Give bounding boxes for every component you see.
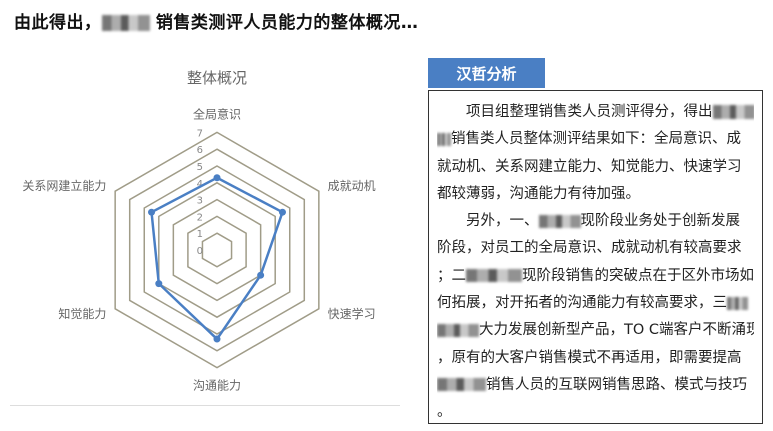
grid-ring xyxy=(114,131,320,369)
tick-label: 2 xyxy=(197,212,203,223)
data-point xyxy=(148,208,156,216)
tick-label: 6 xyxy=(197,145,203,156)
redacted-text xyxy=(727,296,748,310)
grid-ring xyxy=(172,198,262,302)
redacted-text xyxy=(538,214,581,228)
text-segment: 都较薄弱，沟通能力有待加强。 xyxy=(437,185,640,202)
axis-label: 关系网建立能力 xyxy=(22,178,106,193)
data-point xyxy=(213,174,221,182)
text-segment: 销售人员的互联网销售思路、模式与技巧 xyxy=(486,376,747,393)
text-segment: ；二 xyxy=(437,267,466,284)
redacted-text xyxy=(712,105,754,119)
axis-label: 知觉能力 xyxy=(58,307,106,321)
text-segment: 大力发展创新型产品，TO C端客户不断涌现 xyxy=(479,322,754,339)
analysis-tab: 汉哲分析 xyxy=(428,58,545,88)
text-line: 销售人员的互联网销售思路、模式与技巧 xyxy=(437,372,754,399)
chart-title: 整体概况 xyxy=(187,69,247,87)
tick-label: 0 xyxy=(197,246,203,257)
axis-label: 沟通能力 xyxy=(193,379,241,393)
series-line xyxy=(150,176,285,341)
redacted-text xyxy=(437,323,479,337)
text-line: 大力发展创新型产品，TO C端客户不断涌现 xyxy=(437,317,754,344)
text-line: 另外，一、 现阶段业务处于创新发展 xyxy=(437,208,754,235)
analysis-tab-label: 汉哲分析 xyxy=(456,64,517,83)
tick-label: 4 xyxy=(197,179,203,190)
axis-label: 快速学习 xyxy=(328,306,376,321)
grid-ring xyxy=(128,148,306,352)
grid-ring xyxy=(158,181,276,319)
text-line: 。 xyxy=(437,399,754,426)
redacted-text xyxy=(437,378,486,392)
headline: 由此得出， 销售类测评人员能力的整体概况… xyxy=(14,8,418,33)
headline-text: 由此得出， xyxy=(14,13,102,33)
text-line: 项目组整理销售类人员测评得分，得出 xyxy=(437,99,754,126)
text-segment: 。 xyxy=(437,404,452,421)
text-line: ，原有的大客户销售模式不再适用，即需要提高 xyxy=(437,345,754,372)
redacted-text xyxy=(466,269,522,283)
text-segment: 项目组整理销售类人员测评得分，得出 xyxy=(437,104,713,120)
text-segment: 就动机、关系网建立能力、知觉能力、快速学习 xyxy=(437,158,742,175)
axis-label: 全局意识 xyxy=(193,106,241,121)
text-line: 销售类人员整体测评结果如下：全局意识、成 xyxy=(437,126,754,153)
data-point xyxy=(257,271,265,279)
grid-ring xyxy=(187,215,247,285)
redacted-name xyxy=(101,15,150,31)
headline-text: 销售类测评人员能力的整体概况… xyxy=(149,13,419,33)
data-point xyxy=(213,335,221,343)
text-segment: 销售类人员整体测评结果如下：全局意识、成 xyxy=(451,131,741,148)
data-point xyxy=(155,280,163,288)
redacted-text xyxy=(437,132,451,146)
text-line: 阶段，对员工的全局意识、成就动机有较高要求 xyxy=(437,235,754,262)
text-segment: 何拓展，对开拓者的沟通能力有较高要求，三 xyxy=(437,295,727,312)
text-line: 何拓展，对开拓者的沟通能力有较高要求，三 xyxy=(437,290,754,317)
text-segment: 阶段，对员工的全局意识、成就动机有较高要求 xyxy=(437,240,742,257)
text-segment: 另外，一、 xyxy=(437,213,539,230)
text-segment: 现阶段业务处于创新发展 xyxy=(580,213,741,230)
text-segment: 现阶段销售的突破点在于区外市场如 xyxy=(522,267,754,284)
tick-label: 1 xyxy=(197,229,203,240)
text-line: ；二 现阶段销售的突破点在于区外市场如 xyxy=(437,263,754,290)
grid-ring xyxy=(201,232,233,268)
axis-label: 成就动机 xyxy=(328,179,376,193)
grid-ring xyxy=(143,165,291,335)
tick-label: 7 xyxy=(197,128,203,139)
text-line: 就动机、关系网建立能力、知觉能力、快速学习 xyxy=(437,154,754,181)
text-line: 都较薄弱，沟通能力有待加强。 xyxy=(437,181,754,208)
divider xyxy=(10,405,400,406)
text-segment: ，原有的大客户销售模式不再适用，即需要提高 xyxy=(437,349,742,366)
data-point xyxy=(278,208,286,216)
tick-label: 3 xyxy=(197,196,203,207)
tick-label: 5 xyxy=(197,162,203,173)
analysis-text-box: 项目组整理销售类人员测评得分，得出销售类人员整体测评结果如下：全局意识、成就动机… xyxy=(428,90,763,424)
